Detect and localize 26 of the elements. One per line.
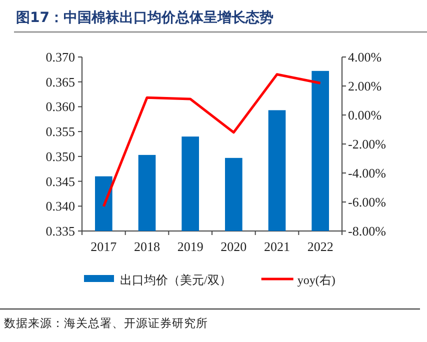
y-tick-label: 0.345 — [46, 174, 75, 189]
x-tick-label: 2021 — [264, 239, 290, 254]
chart-title: 图17：中国棉袜出口均价总体呈增长态势 — [16, 9, 274, 26]
y-tick-label: 0.365 — [46, 74, 75, 90]
y2-tick-label: -2.00% — [348, 136, 386, 152]
y2-tick-label: 0.00% — [348, 108, 382, 122]
y-tick-label: 0.360 — [46, 99, 75, 114]
y-tick-label: 0.370 — [46, 50, 75, 64]
y2-tick-label: 2.00% — [348, 78, 382, 94]
y-tick-label: 0.340 — [46, 198, 75, 214]
line-series — [102, 73, 322, 208]
y2-tick-label: -4.00% — [348, 166, 386, 180]
x-tick-label: 2018 — [134, 239, 160, 254]
x-tick-label: 2019 — [177, 239, 204, 254]
y2-tick-label: -8.00% — [348, 224, 386, 238]
y-tick-label: 0.355 — [46, 124, 75, 140]
x-tick-label: 2022 — [307, 239, 334, 254]
y2-tick-label: 4.00% — [348, 50, 382, 64]
x-tick-label: 2017 — [90, 239, 118, 254]
y-tick-label: 0.350 — [46, 148, 75, 164]
x-tick-label: 2020 — [220, 239, 247, 254]
source-note: 数据来源：海关总署、开源证券研究所 — [4, 316, 208, 330]
y-tick-label: 0.335 — [46, 224, 75, 238]
legend-label: yoy(右) — [297, 273, 336, 287]
legend-label: 出口均价（美元/双） — [120, 273, 232, 287]
y2-tick-label: -6.00% — [348, 194, 386, 210]
